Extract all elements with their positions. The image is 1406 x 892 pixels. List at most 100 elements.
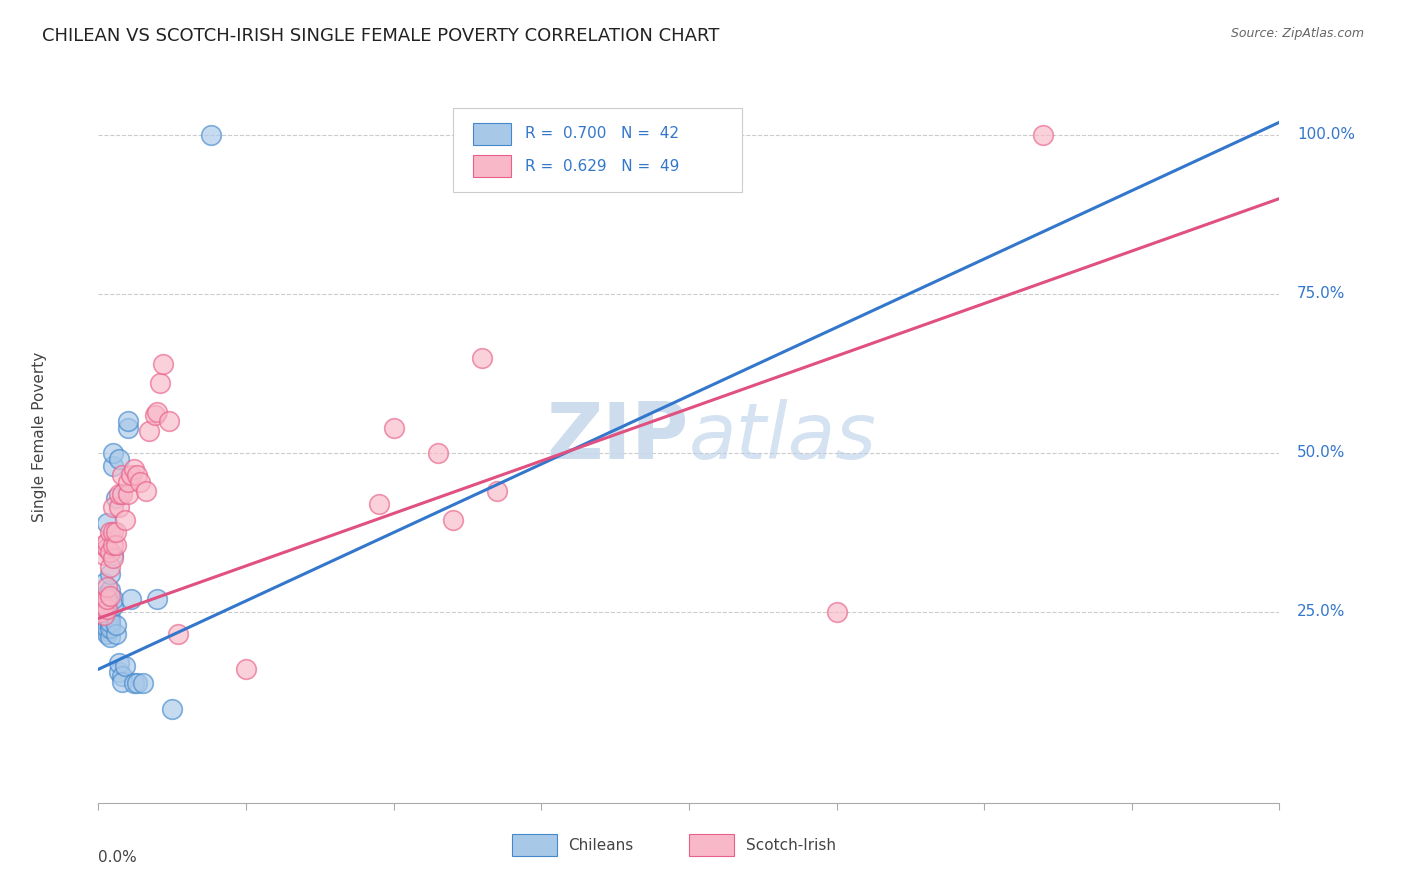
Point <box>117 414 139 428</box>
Point <box>103 550 125 565</box>
Point <box>98 525 121 540</box>
Text: Single Female Poverty: Single Female Poverty <box>32 352 46 522</box>
Point <box>382 420 405 434</box>
Point <box>143 408 166 422</box>
Point <box>96 541 118 556</box>
Point <box>117 475 139 489</box>
Point <box>1032 128 1054 142</box>
Point <box>152 357 174 371</box>
Point <box>98 566 121 581</box>
Point <box>93 538 115 552</box>
Point <box>98 611 121 625</box>
Text: Source: ZipAtlas.com: Source: ZipAtlas.com <box>1230 27 1364 40</box>
Point <box>103 548 125 562</box>
Point <box>111 675 134 690</box>
Point <box>138 424 160 438</box>
Text: ZIP: ZIP <box>547 399 689 475</box>
Point <box>157 414 180 428</box>
Point <box>90 595 112 609</box>
Point <box>93 617 115 632</box>
Point <box>96 624 118 638</box>
Text: CHILEAN VS SCOTCH-IRISH SINGLE FEMALE POVERTY CORRELATION CHART: CHILEAN VS SCOTCH-IRISH SINGLE FEMALE PO… <box>42 27 720 45</box>
Point <box>105 491 128 505</box>
Point <box>471 351 494 365</box>
Point <box>120 468 142 483</box>
Point <box>98 582 121 597</box>
Point <box>132 676 155 690</box>
FancyBboxPatch shape <box>453 108 742 192</box>
Point <box>96 516 118 530</box>
Text: 0.0%: 0.0% <box>98 850 138 865</box>
Point <box>98 631 121 645</box>
Point <box>105 617 128 632</box>
Point <box>96 615 118 629</box>
Point <box>98 621 121 635</box>
FancyBboxPatch shape <box>472 155 510 178</box>
Point <box>368 497 391 511</box>
Point <box>825 605 848 619</box>
Point <box>105 627 128 641</box>
Point <box>108 487 131 501</box>
Point <box>108 665 131 680</box>
Text: 100.0%: 100.0% <box>1298 128 1355 143</box>
Point <box>96 592 118 607</box>
Point <box>103 446 125 460</box>
Point <box>105 538 128 552</box>
Point <box>125 676 148 690</box>
Point <box>103 592 125 607</box>
Text: Scotch-Irish: Scotch-Irish <box>745 838 835 853</box>
Point <box>93 608 115 623</box>
Point <box>162 701 183 715</box>
Text: R =  0.700   N =  42: R = 0.700 N = 42 <box>524 126 679 141</box>
Point <box>117 487 139 501</box>
Point <box>96 602 118 616</box>
Point <box>93 589 115 603</box>
Point <box>167 627 190 641</box>
Point <box>122 462 145 476</box>
Point <box>146 592 169 607</box>
Point <box>103 500 125 514</box>
Point <box>235 662 257 676</box>
Point <box>93 599 115 613</box>
Text: 25.0%: 25.0% <box>1298 605 1346 619</box>
Point <box>98 560 121 574</box>
Point <box>90 592 112 607</box>
Point <box>120 592 142 607</box>
Point <box>98 544 121 558</box>
Point <box>93 608 115 623</box>
Point <box>108 500 131 514</box>
Point <box>96 541 118 556</box>
Point <box>114 513 136 527</box>
Point <box>146 404 169 418</box>
Point <box>111 468 134 483</box>
Point <box>93 548 115 562</box>
Point <box>108 452 131 467</box>
Point <box>98 589 121 603</box>
Point <box>96 580 118 594</box>
Point <box>441 513 464 527</box>
Point <box>111 668 134 682</box>
Point <box>96 599 118 613</box>
Text: 50.0%: 50.0% <box>1298 445 1346 460</box>
Point <box>103 525 125 540</box>
Point <box>125 468 148 483</box>
Text: atlas: atlas <box>689 399 877 475</box>
Point <box>103 538 125 552</box>
Point <box>128 475 150 489</box>
FancyBboxPatch shape <box>472 122 510 145</box>
Point <box>98 615 121 629</box>
Point <box>200 128 222 142</box>
Text: 75.0%: 75.0% <box>1298 286 1346 301</box>
Point <box>90 605 112 619</box>
Text: R =  0.629   N =  49: R = 0.629 N = 49 <box>524 159 679 174</box>
Point <box>117 420 139 434</box>
Point <box>93 576 115 591</box>
Point <box>98 617 121 632</box>
Point <box>96 621 118 635</box>
Text: Chileans: Chileans <box>568 838 634 853</box>
Point <box>103 599 125 613</box>
Point <box>114 659 136 673</box>
Point <box>111 487 134 501</box>
Point <box>103 458 125 473</box>
Point <box>96 627 118 641</box>
